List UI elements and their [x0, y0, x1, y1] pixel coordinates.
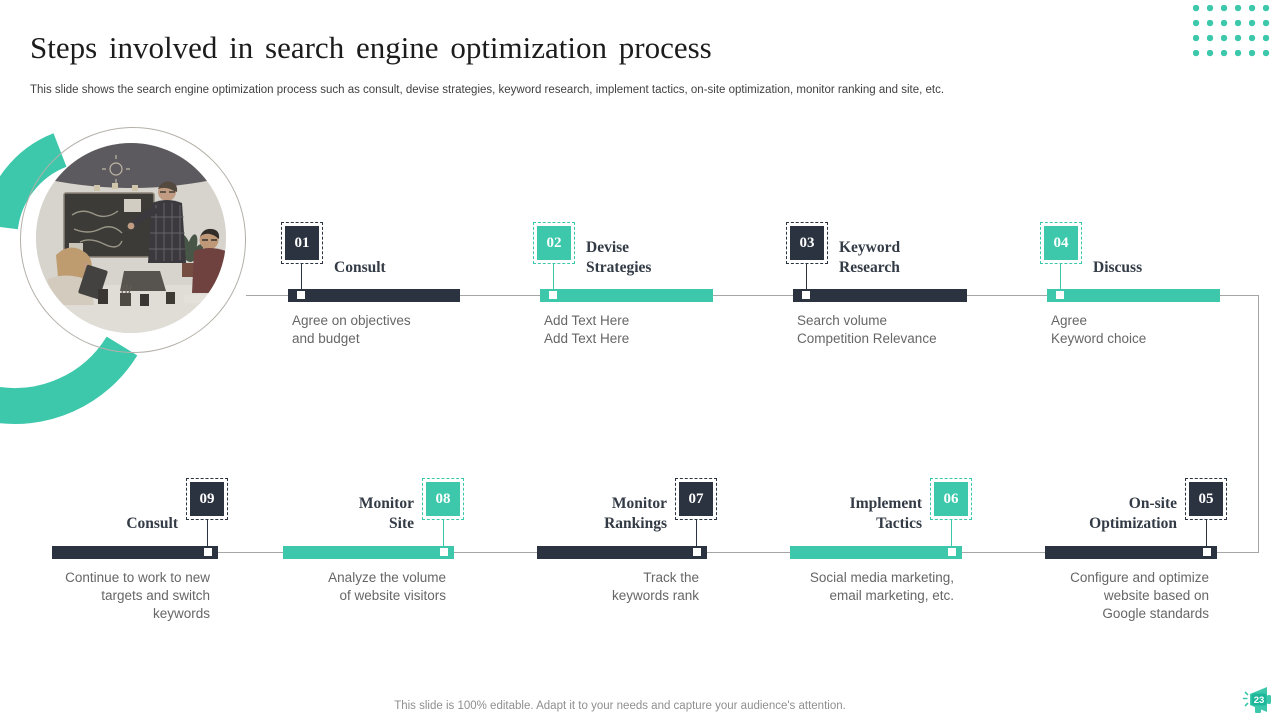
step-05-title: On-site Optimization	[1089, 495, 1177, 532]
step-01-bar	[288, 289, 460, 302]
step-09-number: 09	[190, 482, 224, 516]
step-03-number: 03	[790, 226, 824, 260]
step-03-connector	[806, 264, 807, 290]
step-08-connector	[443, 520, 444, 547]
footer-note: This slide is 100% editable. Adapt it to…	[394, 700, 846, 712]
step-07-badge-frame: 07	[675, 478, 717, 520]
step-04-bar	[1047, 289, 1220, 302]
step-02-number: 02	[537, 226, 571, 260]
step-04-marker	[1056, 291, 1064, 299]
step-01-marker	[297, 291, 305, 299]
step-06-title: Implement Tactics	[849, 495, 922, 532]
step-06-badge-frame: 06	[930, 478, 972, 520]
dots-pattern-decoration	[1193, 5, 1277, 65]
step-02-description: Add Text Here Add Text Here	[544, 313, 630, 346]
step-02-devise-strategies: 02 Devise Strategies Add Text Here Add T…	[533, 220, 713, 370]
step-06-implement-tactics: 06 Implement Tactics Social media market…	[790, 470, 972, 640]
step-02-marker	[549, 291, 557, 299]
step-01-consult: 01 Consult Agree on objectives and budge…	[281, 220, 460, 370]
step-08-bar	[283, 546, 454, 559]
step-09-bar	[52, 546, 218, 559]
step-09-marker	[204, 548, 212, 556]
step-05-bar	[1045, 546, 1217, 559]
step-07-bar	[537, 546, 707, 559]
step-07-description: Track the keywords rank	[611, 570, 699, 603]
step-04-description: Agree Keyword choice	[1051, 313, 1147, 346]
step-09-connector	[207, 520, 208, 547]
step-07-connector	[696, 520, 697, 547]
step-06-connector	[951, 520, 952, 547]
step-03-bar	[793, 289, 967, 302]
step-01-description: Agree on objectives and budget	[292, 313, 411, 346]
step-08-description: Analyze the volume of website visitors	[328, 570, 446, 603]
step-08-marker	[440, 548, 448, 556]
page-title: Steps involved in search engine optimiza…	[30, 30, 712, 65]
megaphone-icon: 23	[1243, 687, 1271, 713]
step-06-description: Social media marketing, email marketing,…	[809, 570, 954, 603]
step-02-bar	[540, 289, 713, 302]
page-number: 23	[1254, 695, 1265, 706]
step-05-marker	[1203, 548, 1211, 556]
step-03-title: Keyword Research	[839, 239, 901, 276]
step-05-onsite-optimization: 05 On-site Optimization Configure and op…	[1045, 470, 1227, 640]
step-04-title: Discuss	[1093, 259, 1143, 276]
step-06-marker	[948, 548, 956, 556]
step-05-badge-frame: 05	[1185, 478, 1227, 520]
step-09-consult: 09 Consult Continue to work to new targe…	[52, 470, 228, 640]
step-08-title: Monitor Site	[358, 495, 414, 532]
step-03-keyword-research: 03 Keyword Research Search volume Compet…	[786, 220, 967, 370]
step-08-number: 08	[426, 482, 460, 516]
step-07-number: 07	[679, 482, 713, 516]
step-07-marker	[693, 548, 701, 556]
step-02-connector	[553, 264, 554, 290]
step-01-connector	[301, 264, 302, 290]
step-04-number: 04	[1044, 226, 1078, 260]
step-02-badge-frame: 02	[533, 222, 575, 264]
step-09-description: Continue to work to new targets and swit…	[65, 570, 210, 621]
photo-outline-ring	[20, 127, 246, 353]
step-03-description: Search volume Competition Relevance	[797, 313, 937, 346]
step-02-title: Devise Strategies	[586, 239, 652, 276]
step-09-title: Consult	[126, 515, 178, 532]
step-05-number: 05	[1189, 482, 1223, 516]
step-04-badge-frame: 04	[1040, 222, 1082, 264]
step-04-discuss: 04 Discuss Agree Keyword choice	[1040, 220, 1220, 370]
step-06-number: 06	[934, 482, 968, 516]
step-07-monitor-rankings: 07 Monitor Rankings Track the keywords r…	[537, 470, 717, 640]
step-08-badge-frame: 08	[422, 478, 464, 520]
step-03-badge-frame: 03	[786, 222, 828, 264]
step-05-description: Configure and optimize website based on …	[1070, 570, 1209, 621]
step-05-connector	[1206, 520, 1207, 547]
step-01-badge-frame: 01	[281, 222, 323, 264]
step-09-badge-frame: 09	[186, 478, 228, 520]
timeline-right-line	[1258, 295, 1259, 553]
timeline-top-line	[246, 295, 1259, 296]
step-08-monitor-site: 08 Monitor Site Analyze the volume of we…	[283, 470, 464, 640]
step-07-title: Monitor Rankings	[604, 495, 667, 532]
slide-subtitle: This slide shows the search engine optim…	[30, 84, 945, 96]
step-06-bar	[790, 546, 962, 559]
step-01-number: 01	[285, 226, 319, 260]
step-04-connector	[1060, 264, 1061, 290]
step-01-title: Consult	[334, 259, 386, 276]
step-03-marker	[802, 291, 810, 299]
